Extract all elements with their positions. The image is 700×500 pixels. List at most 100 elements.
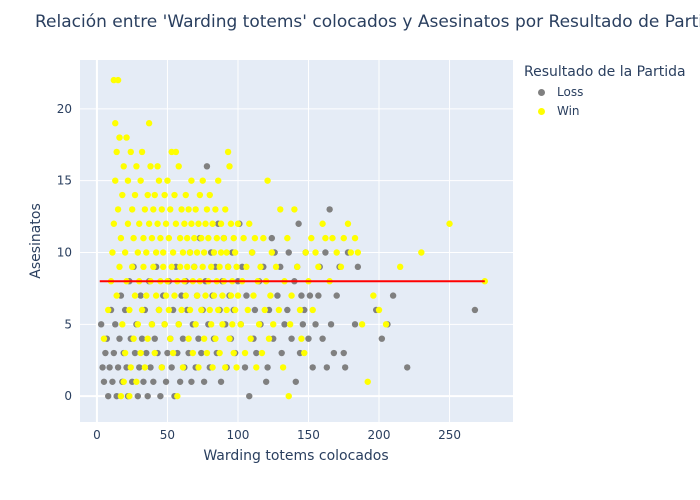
data-point-win: [154, 220, 161, 227]
data-point-loss: [110, 349, 118, 357]
data-point-win: [265, 335, 273, 342]
data-point-loss: [138, 335, 146, 342]
data-point-win: [358, 321, 366, 328]
data-point-loss: [200, 378, 208, 385]
data-point-win: [109, 249, 116, 256]
legend: Resultado de la Partida Loss Win: [524, 64, 686, 118]
data-point-loss: [112, 321, 119, 328]
data-point-win: [141, 206, 149, 213]
data-point-win: [120, 163, 127, 170]
data-point-win: [195, 220, 202, 227]
data-point-win: [223, 249, 230, 256]
data-point-win: [147, 163, 154, 170]
data-point-win: [233, 364, 240, 371]
data-point-loss: [327, 321, 335, 328]
data-point-win: [202, 292, 209, 299]
data-point-loss: [354, 263, 362, 271]
data-point-win: [116, 134, 123, 141]
data-point-win: [230, 349, 237, 357]
data-point-win: [186, 249, 194, 256]
data-point-win: [110, 220, 118, 227]
data-point-loss: [147, 364, 154, 371]
data-point-loss: [246, 392, 253, 400]
data-point-loss: [140, 378, 147, 385]
data-point-win: [250, 292, 257, 299]
data-point-win: [260, 234, 267, 242]
data-point-loss: [274, 292, 281, 299]
data-point-loss: [378, 335, 386, 342]
data-point-loss: [281, 321, 288, 328]
series-win: [100, 76, 488, 400]
y-axis-title: Asesinatos: [28, 203, 44, 278]
data-point-loss: [341, 364, 349, 371]
data-point-win: [136, 220, 143, 227]
data-point-loss: [151, 335, 158, 342]
data-point-win: [169, 349, 177, 357]
data-point-loss: [309, 364, 316, 371]
data-point-win: [151, 349, 158, 357]
data-point-win: [258, 349, 266, 357]
data-point-win: [188, 220, 195, 227]
data-point-win: [179, 249, 187, 256]
data-point-win: [329, 234, 336, 242]
data-point-win: [164, 177, 171, 184]
x-tick-label: 100: [227, 428, 250, 442]
data-point-win: [212, 335, 219, 342]
data-point-win: [105, 306, 112, 314]
data-point-loss: [134, 392, 142, 400]
data-point-win: [191, 234, 198, 242]
data-point-win: [226, 163, 233, 170]
data-point-loss: [305, 335, 312, 342]
data-point-win: [257, 263, 264, 271]
data-point-win: [150, 263, 157, 271]
data-point-win: [351, 234, 359, 242]
data-point-loss: [114, 364, 122, 371]
data-point-loss: [131, 349, 139, 357]
x-tick-label: 50: [160, 428, 175, 442]
data-point-win: [210, 249, 218, 256]
data-point-loss: [188, 378, 195, 385]
data-point-win: [145, 220, 153, 227]
data-point-loss: [109, 378, 116, 385]
data-point-win: [134, 321, 142, 328]
data-point-win: [167, 335, 174, 342]
data-point-loss: [99, 364, 106, 371]
data-point-loss: [137, 292, 144, 299]
data-point-win: [185, 206, 192, 213]
data-point-win: [148, 234, 156, 242]
data-point-win: [340, 234, 347, 242]
data-point-win: [382, 321, 390, 328]
data-point-loss: [100, 378, 108, 385]
data-point-win: [230, 234, 237, 242]
data-point-win: [209, 220, 216, 227]
data-point-win: [175, 163, 182, 170]
data-point-win: [133, 378, 140, 385]
data-point-win: [120, 378, 127, 385]
data-point-loss: [340, 349, 347, 357]
data-point-win: [143, 292, 150, 299]
data-point-win: [364, 378, 371, 385]
data-point-win: [210, 292, 218, 299]
data-point-win: [178, 206, 185, 213]
data-point-win: [171, 191, 178, 199]
data-point-win: [182, 292, 189, 299]
data-point-win: [161, 321, 168, 328]
data-point-win: [370, 292, 377, 299]
data-point-win: [141, 364, 149, 371]
data-point-win: [315, 263, 322, 271]
data-point-win: [202, 220, 209, 227]
legend-item-loss[interactable]: Loss: [524, 85, 686, 99]
data-point-win: [298, 335, 305, 342]
data-point-loss: [164, 349, 171, 357]
data-point-win: [302, 249, 309, 256]
data-point-loss: [312, 321, 319, 328]
data-point-loss: [306, 292, 314, 299]
data-point-win: [231, 249, 239, 256]
x-axis-ticks: 0 50 100 150 200 250: [93, 428, 461, 442]
data-point-loss: [389, 292, 397, 299]
data-point-loss: [285, 249, 292, 256]
legend-title: Resultado de la Partida: [524, 64, 686, 80]
legend-item-win[interactable]: Win: [524, 104, 686, 118]
data-point-win: [226, 335, 233, 342]
